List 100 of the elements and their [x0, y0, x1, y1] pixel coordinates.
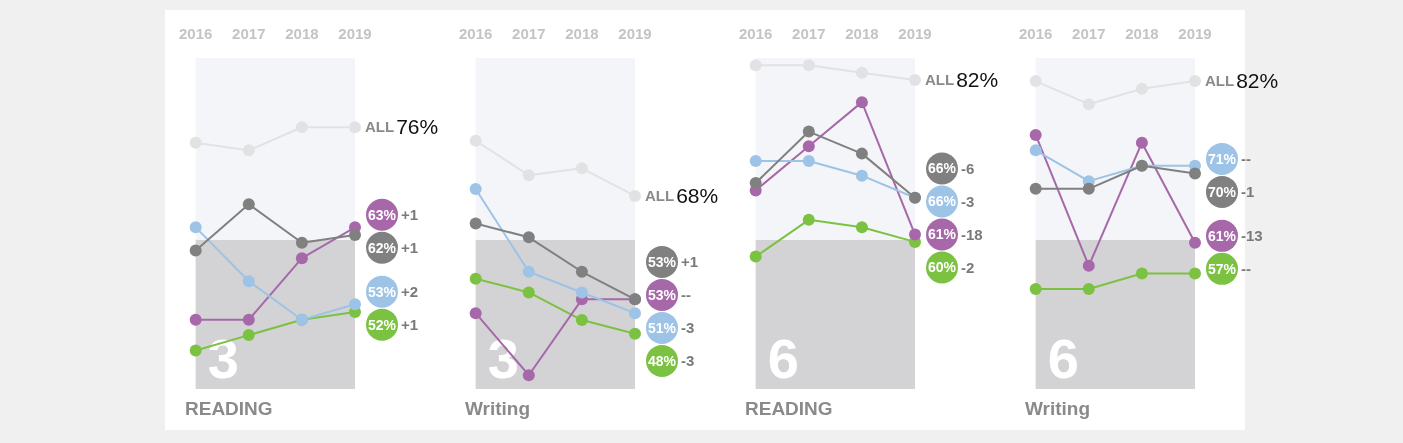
point: [1029, 144, 1042, 157]
point: [469, 134, 482, 147]
x-tick-label: 2019: [618, 25, 652, 43]
data-label: 60%: [927, 259, 957, 276]
point: [802, 125, 815, 138]
point: [749, 250, 762, 263]
x-tick-label: 2016: [1019, 25, 1053, 43]
x-tick-label: 2018: [285, 25, 319, 43]
text: -18: [961, 225, 983, 243]
text: +1: [401, 205, 419, 223]
text: Writing: [1025, 398, 1091, 420]
point: [802, 140, 815, 153]
text: +1: [401, 238, 419, 256]
point: [629, 189, 641, 202]
data-label: 76%: [396, 115, 439, 139]
data-label: 61%: [1207, 227, 1237, 244]
point: [469, 183, 482, 196]
text: +1: [681, 253, 699, 271]
point: [522, 286, 535, 299]
point: [1029, 75, 1042, 88]
x-tick-label: 2017: [232, 25, 266, 43]
point: [189, 221, 202, 234]
point: [575, 314, 588, 327]
data-label: 63%: [367, 206, 397, 223]
point: [1189, 267, 1201, 280]
series-label: ALL: [365, 118, 395, 136]
point: [855, 169, 868, 182]
point: [189, 313, 202, 326]
point: [855, 96, 868, 109]
point: [1135, 136, 1148, 149]
text: -3: [681, 352, 695, 370]
point: [522, 369, 535, 382]
point: [242, 313, 255, 326]
point: [802, 154, 815, 167]
text: -2: [961, 258, 975, 276]
data-label: 70%: [1207, 183, 1237, 200]
point: [1189, 236, 1201, 249]
point: [295, 236, 308, 249]
point: [522, 231, 535, 244]
point: [855, 147, 868, 160]
data-label: 53%: [647, 253, 677, 270]
point: [749, 59, 762, 72]
point: [802, 59, 815, 72]
point: [469, 307, 482, 320]
point: [629, 327, 641, 340]
point: [295, 252, 308, 265]
data-label: 66%: [927, 160, 957, 177]
point: [909, 228, 921, 241]
point: [1029, 182, 1042, 195]
text: --: [1241, 260, 1251, 278]
data-label: 82%: [956, 67, 999, 91]
x-tick-label: 2018: [565, 25, 599, 43]
point: [909, 74, 921, 87]
series-label: ALL: [1205, 72, 1235, 90]
point: [242, 329, 255, 342]
point: [349, 298, 361, 311]
point: [1082, 182, 1095, 195]
point: [349, 229, 361, 242]
x-tick-label: 2017: [792, 25, 826, 43]
data-label: 71%: [1207, 150, 1237, 167]
text: -6: [961, 159, 975, 177]
text: -3: [961, 192, 975, 210]
point: [189, 136, 202, 149]
text: +2: [401, 282, 419, 300]
point: [575, 265, 588, 278]
point: [469, 272, 482, 285]
x-tick-label: 2017: [1072, 25, 1106, 43]
text: --: [1241, 150, 1251, 168]
data-label: 61%: [927, 226, 957, 243]
data-label: 57%: [1207, 260, 1237, 277]
point: [749, 154, 762, 167]
point: [242, 275, 255, 288]
data-label: 48%: [647, 352, 677, 369]
data-label: 62%: [367, 239, 397, 256]
point: [1082, 259, 1095, 272]
point: [802, 213, 815, 226]
data-label: 82%: [1236, 68, 1279, 92]
text: READING: [745, 398, 833, 420]
point: [1189, 167, 1201, 180]
point: [522, 265, 535, 278]
text: -13: [1241, 227, 1263, 245]
point: [629, 307, 641, 320]
point: [189, 244, 202, 257]
x-tick-label: 2016: [739, 25, 773, 43]
x-tick-label: 2019: [898, 25, 932, 43]
point: [1082, 282, 1095, 295]
point: [189, 344, 202, 357]
point: [749, 177, 762, 190]
data-label: 53%: [647, 286, 677, 303]
x-tick-label: 2018: [1125, 25, 1159, 43]
point: [469, 217, 482, 230]
x-tick-label: 2016: [179, 25, 213, 43]
x-tick-label: 2019: [338, 25, 372, 43]
point: [1189, 75, 1201, 88]
x-tick-label: 2018: [845, 25, 879, 43]
text: Writing: [465, 398, 531, 420]
x-tick-label: 2016: [459, 25, 493, 43]
data-label: 68%: [676, 183, 719, 207]
text: --: [681, 286, 691, 304]
x-tick-label: 2017: [512, 25, 546, 43]
